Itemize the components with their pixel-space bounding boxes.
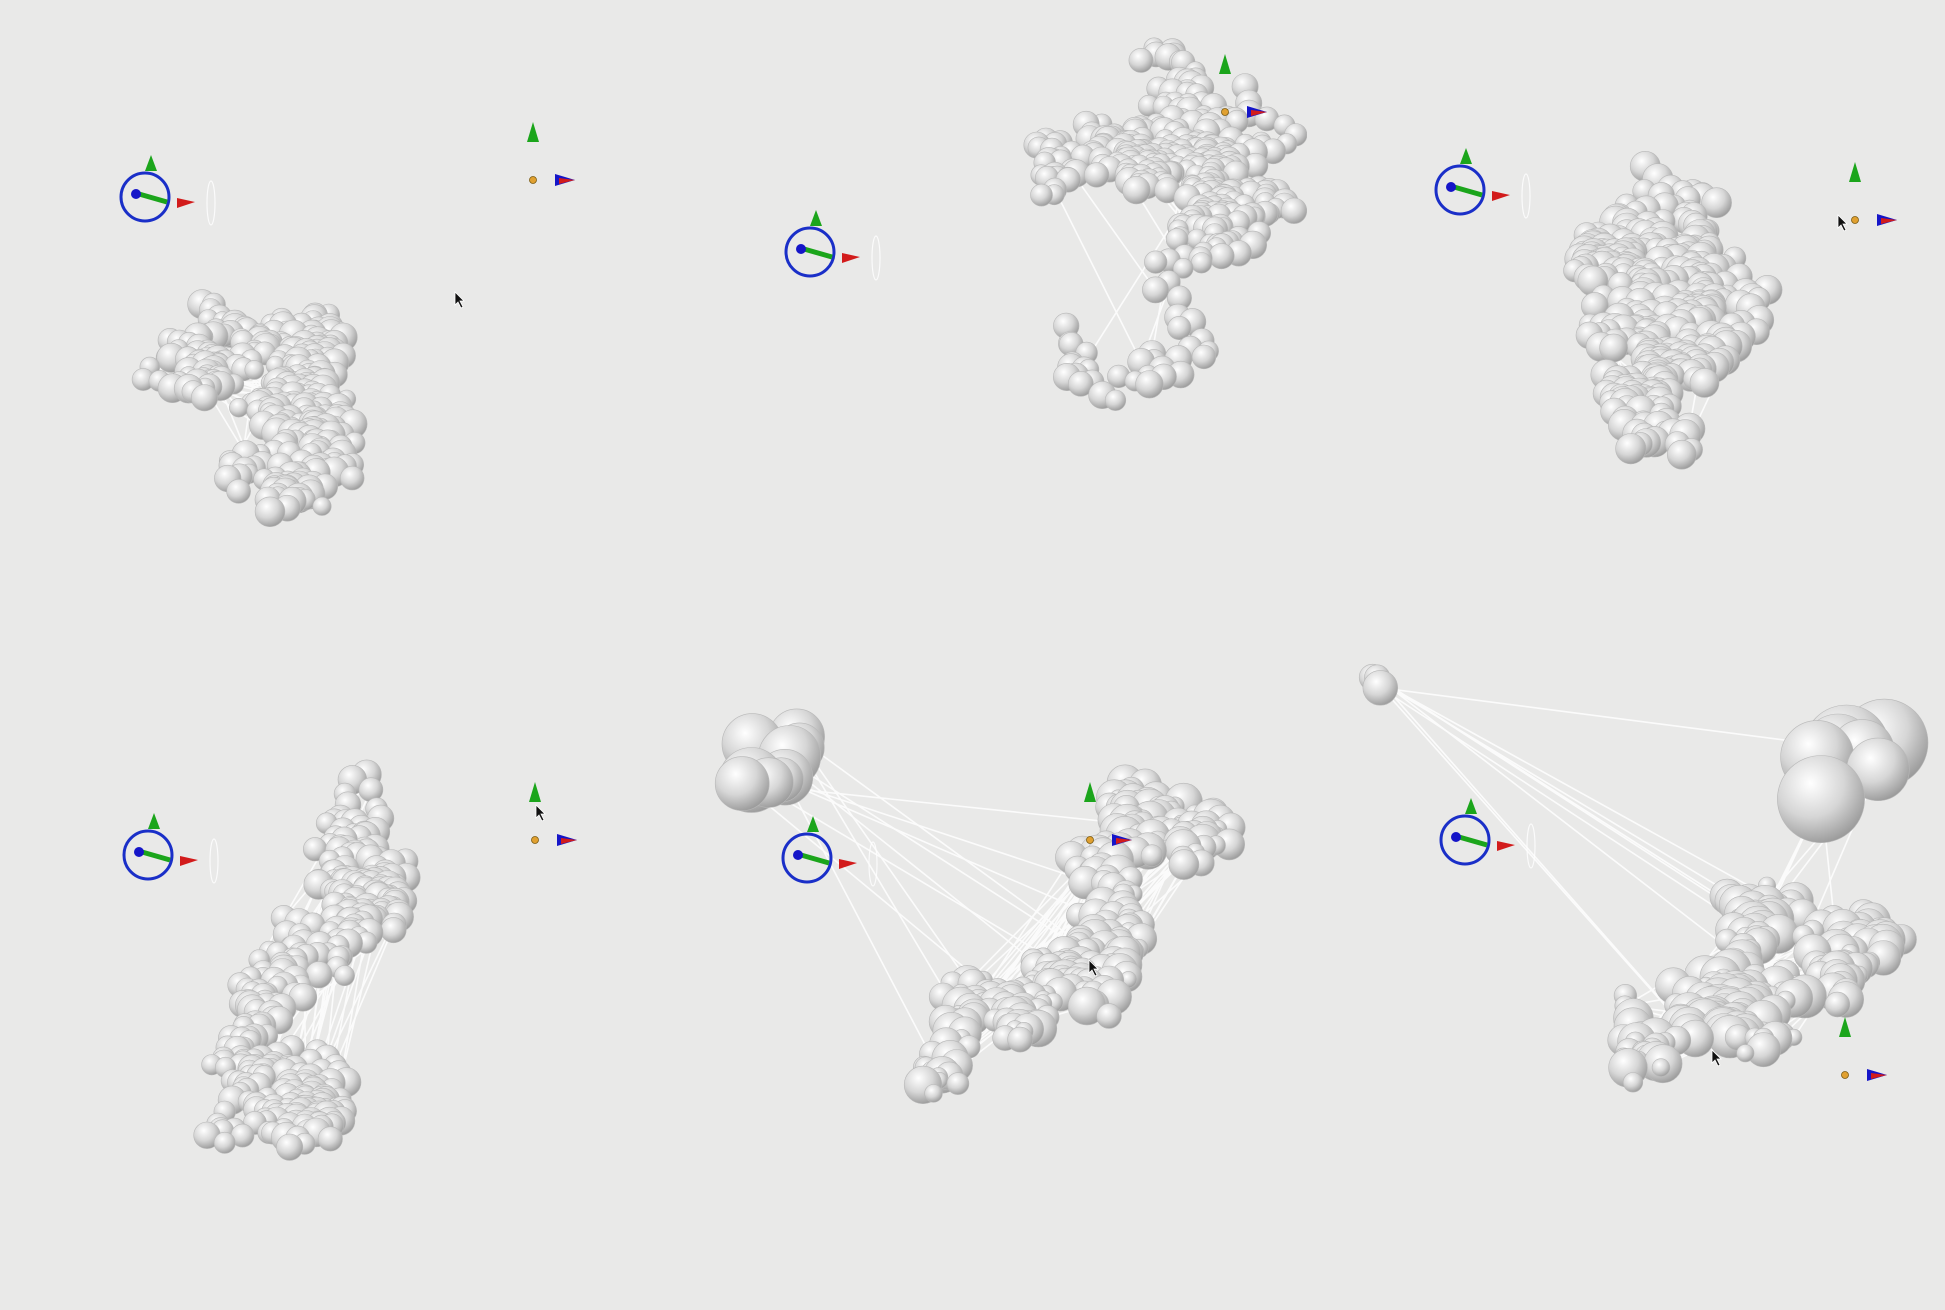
- atom-spheres: [1023, 37, 1307, 411]
- scene-canvas[interactable]: [650, 655, 1307, 1310]
- viewport-6[interactable]: [1307, 655, 1945, 1310]
- atom-spheres: [131, 289, 368, 527]
- axis-triad-icon[interactable]: [529, 782, 577, 846]
- viewport-1[interactable]: [0, 0, 650, 655]
- atom-spheres: [1563, 150, 1783, 470]
- mouse-cursor-icon: [535, 804, 546, 822]
- rotate-gizmo-icon[interactable]: [122, 813, 219, 884]
- rotate-gizmo-icon[interactable]: [1434, 148, 1531, 219]
- viewport-2[interactable]: [650, 0, 1307, 655]
- atom-spheres: [193, 759, 421, 1161]
- mouse-cursor-icon: [1711, 1049, 1722, 1067]
- viewport-5[interactable]: [650, 655, 1307, 1310]
- scene-canvas[interactable]: [1307, 655, 1945, 1310]
- rotate-gizmo-icon[interactable]: [781, 816, 878, 887]
- axis-triad-icon[interactable]: [1839, 1017, 1887, 1081]
- atom-spheres: [714, 708, 1246, 1105]
- mouse-cursor-icon: [454, 291, 465, 309]
- axis-triad-icon[interactable]: [527, 122, 575, 186]
- rotate-gizmo-icon[interactable]: [1439, 798, 1536, 869]
- scene-canvas[interactable]: [1307, 0, 1945, 655]
- rotate-gizmo-icon[interactable]: [784, 210, 881, 281]
- axis-triad-icon[interactable]: [1219, 54, 1267, 118]
- rotate-gizmo-icon[interactable]: [119, 155, 216, 226]
- scene-canvas[interactable]: [0, 655, 650, 1310]
- scene-canvas[interactable]: [0, 0, 650, 655]
- mouse-cursor-icon: [1088, 959, 1099, 977]
- scene-canvas[interactable]: [650, 0, 1307, 655]
- axis-triad-icon[interactable]: [1084, 782, 1132, 846]
- viewport-4[interactable]: [0, 655, 650, 1310]
- atom-spheres: [1358, 663, 1929, 1093]
- viewport-3[interactable]: [1307, 0, 1945, 655]
- axis-triad-icon[interactable]: [1849, 162, 1897, 226]
- mouse-cursor-icon: [1837, 214, 1848, 232]
